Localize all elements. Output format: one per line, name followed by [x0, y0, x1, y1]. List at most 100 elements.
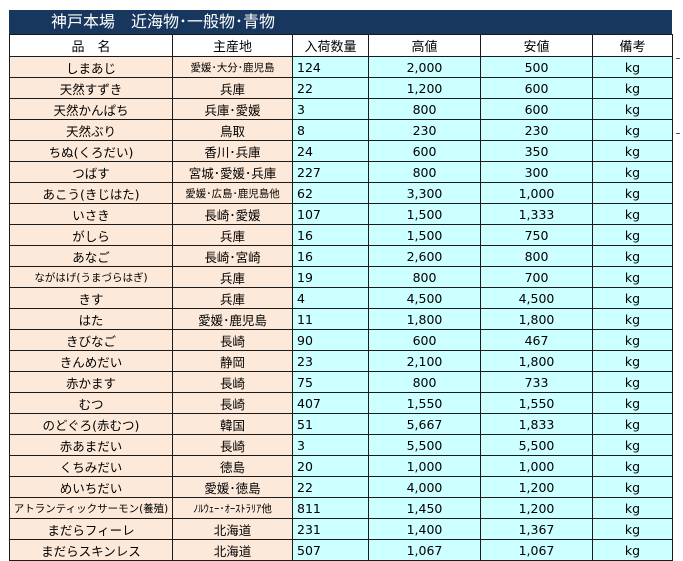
table-row: むつ 長崎 407 1,550 1,550 kg [9, 392, 673, 414]
header-name: 品 名 [9, 34, 173, 57]
cell-name: 天然ぶり [9, 119, 173, 141]
cell-low-price: 1,200 [480, 476, 593, 498]
cell-unit: kg [592, 476, 673, 498]
cell-origin: 兵庫 [172, 266, 293, 288]
cell-origin: 静岡 [172, 350, 293, 372]
table-row: めいちだい 愛媛･徳島 22 4,000 1,200 kg [9, 476, 673, 498]
cell-origin: 長崎･愛媛 [172, 203, 293, 225]
cell-name: 天然かんぱち [9, 98, 173, 120]
table-row: はた 愛媛･鹿児島 11 1,800 1,800 kg [9, 308, 673, 330]
cell-name: 天然すずき [9, 77, 173, 99]
cell-high-price: 5,500 [368, 434, 481, 456]
price-table: 品 名 主産地 入荷数量 高値 安値 備考 しまあじ 愛媛･大分･鹿児島 124 2,… [9, 34, 673, 561]
cell-low-price: 4,500 [480, 287, 593, 309]
cell-name: あなご [9, 245, 173, 267]
cell-high-price: 1,400 [368, 518, 481, 540]
table-row: きす 兵庫 4 4,500 4,500 kg [9, 287, 673, 309]
cell-quantity: 90 [292, 329, 369, 351]
cell-unit: kg [592, 224, 673, 246]
table-row: 天然ぶり 鳥取 8 230 230 kg [9, 119, 673, 141]
cell-low-price: 1,833 [480, 413, 593, 435]
sheet-title: 神戸本場 近海物･一般物･青物 [9, 10, 672, 34]
table-row: あこう(きじはた) 愛媛･広島･鹿児島他 62 3,300 1,000 kg [9, 182, 673, 204]
cell-unit: kg [592, 56, 673, 78]
cell-high-price: 1,500 [368, 224, 481, 246]
cell-origin: 兵庫 [172, 287, 293, 309]
cell-unit: kg [592, 455, 673, 477]
cell-origin: 香川･兵庫 [172, 140, 293, 162]
cell-name: むつ [9, 392, 173, 414]
cell-origin: 長崎 [172, 392, 293, 414]
cell-quantity: 16 [292, 245, 369, 267]
cell-low-price: 600 [480, 77, 593, 99]
table-row: くちみだい 徳島 20 1,000 1,000 kg [9, 455, 673, 477]
price-sheet: 神戸本場 近海物･一般物･青物 品 名 主産地 入荷数量 高値 安値 備考 しま… [9, 10, 673, 561]
cell-low-price: 733 [480, 371, 593, 393]
cell-unit: kg [592, 182, 673, 204]
cell-quantity: 19 [292, 266, 369, 288]
table-row: 赤あまだい 長崎 3 5,500 5,500 kg [9, 434, 673, 456]
cell-low-price: 1,550 [480, 392, 593, 414]
cell-unit: kg [592, 119, 673, 141]
cell-low-price: 467 [480, 329, 593, 351]
cell-quantity: 11 [292, 308, 369, 330]
header-low-price: 安値 [480, 34, 593, 57]
cell-quantity: 24 [292, 140, 369, 162]
cell-name: しまあじ [9, 56, 173, 78]
table-row: まだらスキンレス 北海道 507 1,067 1,067 kg [9, 539, 673, 561]
cell-origin: 北海道 [172, 539, 293, 561]
header-origin: 主産地 [172, 34, 293, 57]
cell-origin: 兵庫 [172, 224, 293, 246]
cell-origin: 愛媛･鹿児島 [172, 308, 293, 330]
cell-unit: kg [592, 203, 673, 225]
cell-quantity: 75 [292, 371, 369, 393]
cell-name: はた [9, 308, 173, 330]
table-row: のどぐろ(赤むつ) 韓国 51 5,667 1,833 kg [9, 413, 673, 435]
cell-name: ちぬ(くろだい) [9, 140, 173, 162]
cell-high-price: 4,500 [368, 287, 481, 309]
table-row: ながはげ(うまづらはぎ) 兵庫 19 800 700 kg [9, 266, 673, 288]
cell-high-price: 4,000 [368, 476, 481, 498]
cell-low-price: 1,333 [480, 203, 593, 225]
cell-low-price: 500 [480, 56, 593, 78]
table-row: いさき 長崎･愛媛 107 1,500 1,333 kg [9, 203, 673, 225]
cell-name: まだらスキンレス [9, 539, 173, 561]
header-note: 備考 [592, 34, 673, 57]
cell-name: きんめだい [9, 350, 173, 372]
cell-unit: kg [592, 245, 673, 267]
cell-unit: kg [592, 287, 673, 309]
table-row: アトランティックサーモン(養殖) ﾉﾙｳｪｰ･ｵｰｽﾄﾗﾘｱ他 811 1,450 1,… [9, 497, 673, 519]
cell-high-price: 3,300 [368, 182, 481, 204]
cell-name: つばす [9, 161, 173, 183]
cell-high-price: 230 [368, 119, 481, 141]
cell-quantity: 23 [292, 350, 369, 372]
cell-origin: 韓国 [172, 413, 293, 435]
cell-low-price: 1,200 [480, 497, 593, 519]
cell-name: のどぐろ(赤むつ) [9, 413, 173, 435]
margin-tick [676, 58, 680, 59]
cell-origin: 兵庫･愛媛 [172, 98, 293, 120]
cell-high-price: 1,550 [368, 392, 481, 414]
cell-origin: 長崎 [172, 434, 293, 456]
table-row: しまあじ 愛媛･大分･鹿児島 124 2,000 500 kg [9, 56, 673, 78]
cell-origin: 徳島 [172, 455, 293, 477]
cell-quantity: 3 [292, 98, 369, 120]
cell-high-price: 2,000 [368, 56, 481, 78]
cell-origin: 長崎･宮崎 [172, 245, 293, 267]
table-row: ちぬ(くろだい) 香川･兵庫 24 600 350 kg [9, 140, 673, 162]
table-row: きびなご 長崎 90 600 467 kg [9, 329, 673, 351]
cell-name: きびなご [9, 329, 173, 351]
cell-high-price: 1,450 [368, 497, 481, 519]
cell-high-price: 800 [368, 371, 481, 393]
table-row: 天然かんぱち 兵庫･愛媛 3 800 600 kg [9, 98, 673, 120]
cell-name: くちみだい [9, 455, 173, 477]
cell-name: まだらフィーレ [9, 518, 173, 540]
cell-origin: 鳥取 [172, 119, 293, 141]
cell-unit: kg [592, 329, 673, 351]
cell-high-price: 2,600 [368, 245, 481, 267]
cell-unit: kg [592, 539, 673, 561]
cell-low-price: 1,800 [480, 350, 593, 372]
header-row: 品 名 主産地 入荷数量 高値 安値 備考 [9, 34, 673, 57]
cell-quantity: 8 [292, 119, 369, 141]
cell-quantity: 107 [292, 203, 369, 225]
